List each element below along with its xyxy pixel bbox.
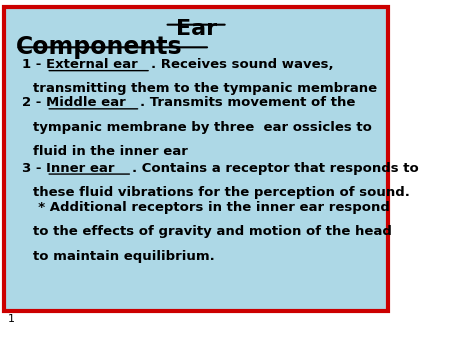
Text: Middle ear: Middle ear bbox=[46, 96, 126, 109]
Text: 2 -: 2 - bbox=[22, 96, 45, 109]
Text: to maintain equilibrium.: to maintain equilibrium. bbox=[33, 250, 215, 263]
Text: 3 -: 3 - bbox=[22, 162, 46, 174]
Text: Inner ear: Inner ear bbox=[46, 162, 115, 174]
Text: . Receives sound waves,: . Receives sound waves, bbox=[151, 58, 333, 71]
FancyBboxPatch shape bbox=[4, 7, 388, 311]
Text: Components: Components bbox=[16, 35, 182, 59]
Text: 1 -: 1 - bbox=[22, 58, 45, 71]
Text: * Additional receptors in the inner ear respond: * Additional receptors in the inner ear … bbox=[29, 201, 390, 214]
Text: to the effects of gravity and motion of the head: to the effects of gravity and motion of … bbox=[33, 225, 392, 238]
Text: . Contains a receptor that responds to: . Contains a receptor that responds to bbox=[132, 162, 419, 174]
Text: Ear: Ear bbox=[176, 19, 217, 39]
Text: fluid in the inner ear: fluid in the inner ear bbox=[33, 145, 188, 158]
Text: these fluid vibrations for the perception of sound.: these fluid vibrations for the perceptio… bbox=[33, 186, 410, 199]
Text: 1: 1 bbox=[8, 314, 15, 324]
Text: External ear: External ear bbox=[46, 58, 138, 71]
Text: transmitting them to the tympanic membrane: transmitting them to the tympanic membra… bbox=[33, 82, 378, 95]
Text: tympanic membrane by three  ear ossicles to: tympanic membrane by three ear ossicles … bbox=[33, 121, 372, 134]
Text: . Transmits movement of the: . Transmits movement of the bbox=[140, 96, 356, 109]
